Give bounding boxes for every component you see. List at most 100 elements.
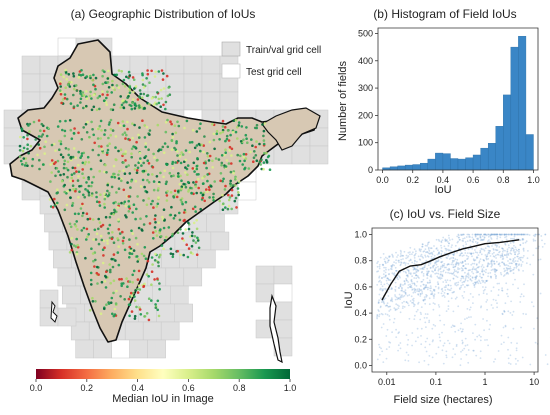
iou-dot — [90, 185, 93, 188]
histogram-bar — [420, 163, 428, 170]
iou-dot — [132, 145, 135, 148]
scatter-point — [391, 331, 393, 333]
iou-dot — [103, 133, 106, 136]
scatter-point — [415, 275, 417, 277]
scatter-point — [421, 306, 423, 308]
scatter-point — [491, 261, 493, 263]
iou-dot — [85, 238, 88, 241]
scatter-point — [518, 263, 520, 265]
iou-dot — [46, 135, 49, 138]
iou-dot — [78, 73, 81, 76]
scatter-point — [381, 301, 383, 303]
scatter-point — [498, 350, 500, 352]
scatter-point — [442, 264, 444, 266]
scatter-point — [474, 286, 476, 288]
scatter-point — [461, 340, 463, 342]
scatter-point — [400, 253, 402, 255]
scatter-point — [485, 301, 487, 303]
scatter-point — [444, 296, 446, 298]
iou-dot — [59, 85, 62, 88]
scatter-point — [379, 346, 381, 348]
scatter-point — [458, 329, 460, 331]
scatter-point — [487, 234, 489, 236]
scatter-point — [526, 240, 528, 242]
scatter-point — [457, 284, 459, 286]
scatter-point — [507, 265, 509, 267]
iou-dot — [68, 81, 71, 84]
iou-dot — [263, 139, 266, 142]
iou-dot — [185, 186, 188, 189]
scatter-point — [394, 318, 396, 320]
iou-dot — [167, 146, 170, 149]
scatter-point — [461, 262, 463, 264]
iou-dot — [97, 137, 100, 140]
iou-dot — [117, 150, 120, 153]
scatter-y-tick-label: 0.0 — [354, 360, 367, 370]
scatter-point — [492, 307, 494, 309]
iou-dot — [189, 141, 192, 144]
iou-dot — [196, 165, 199, 168]
scatter-point — [407, 295, 409, 297]
histogram-bar — [518, 36, 526, 170]
iou-dot — [77, 175, 80, 178]
scatter-point — [476, 263, 478, 265]
iou-dot — [161, 69, 164, 72]
iou-dot — [262, 168, 265, 171]
iou-dot — [98, 108, 101, 111]
scatter-point — [416, 281, 418, 283]
colorbar-tick-label: 0.8 — [233, 383, 246, 393]
iou-dot — [67, 154, 70, 157]
iou-dot — [263, 161, 266, 164]
iou-dot — [103, 71, 106, 74]
iou-dot — [112, 202, 115, 205]
scatter-point — [427, 282, 429, 284]
iou-dot — [136, 243, 139, 246]
iou-dot — [108, 86, 111, 89]
iou-dot — [138, 227, 141, 230]
scatter-point — [502, 255, 504, 257]
scatter-point — [396, 256, 398, 258]
iou-dot — [135, 141, 138, 144]
iou-dot — [166, 194, 169, 197]
iou-dot — [148, 181, 151, 184]
scatter-point — [513, 234, 515, 236]
iou-dot — [91, 109, 94, 112]
iou-dot — [192, 208, 195, 211]
iou-dot — [71, 137, 74, 140]
scatter-point — [387, 302, 389, 304]
iou-dot — [105, 276, 108, 279]
iou-dot — [234, 200, 237, 203]
iou-dot — [26, 138, 29, 141]
scatter-point — [473, 252, 475, 254]
grid-cell — [184, 74, 202, 92]
iou-dot — [129, 86, 132, 89]
scatter-point — [452, 260, 454, 262]
iou-dot — [147, 73, 150, 76]
scatter-point — [478, 254, 480, 256]
iou-dot — [92, 134, 95, 137]
scatter-point — [501, 343, 503, 345]
scatter-point — [470, 253, 472, 255]
scatter-point — [454, 353, 456, 355]
scatter-point — [490, 266, 492, 268]
panel-c-ylabel: IoU — [343, 291, 355, 308]
scatter-point — [464, 281, 466, 283]
iou-dot — [118, 278, 121, 281]
iou-dot — [117, 206, 120, 209]
scatter-point — [408, 360, 410, 362]
scatter-point — [457, 242, 459, 244]
scatter-point — [456, 259, 458, 261]
scatter-point — [467, 258, 469, 260]
scatter-point — [516, 250, 518, 252]
scatter-point — [516, 342, 518, 344]
iou-dot — [193, 222, 196, 225]
iou-dot — [73, 127, 76, 130]
iou-dot — [119, 232, 122, 235]
iou-dot — [103, 203, 106, 206]
scatter-point — [461, 252, 463, 254]
iou-dot — [135, 180, 138, 183]
grid-cell — [202, 92, 220, 110]
scatter-point — [513, 250, 515, 252]
grid-cell — [148, 268, 166, 286]
